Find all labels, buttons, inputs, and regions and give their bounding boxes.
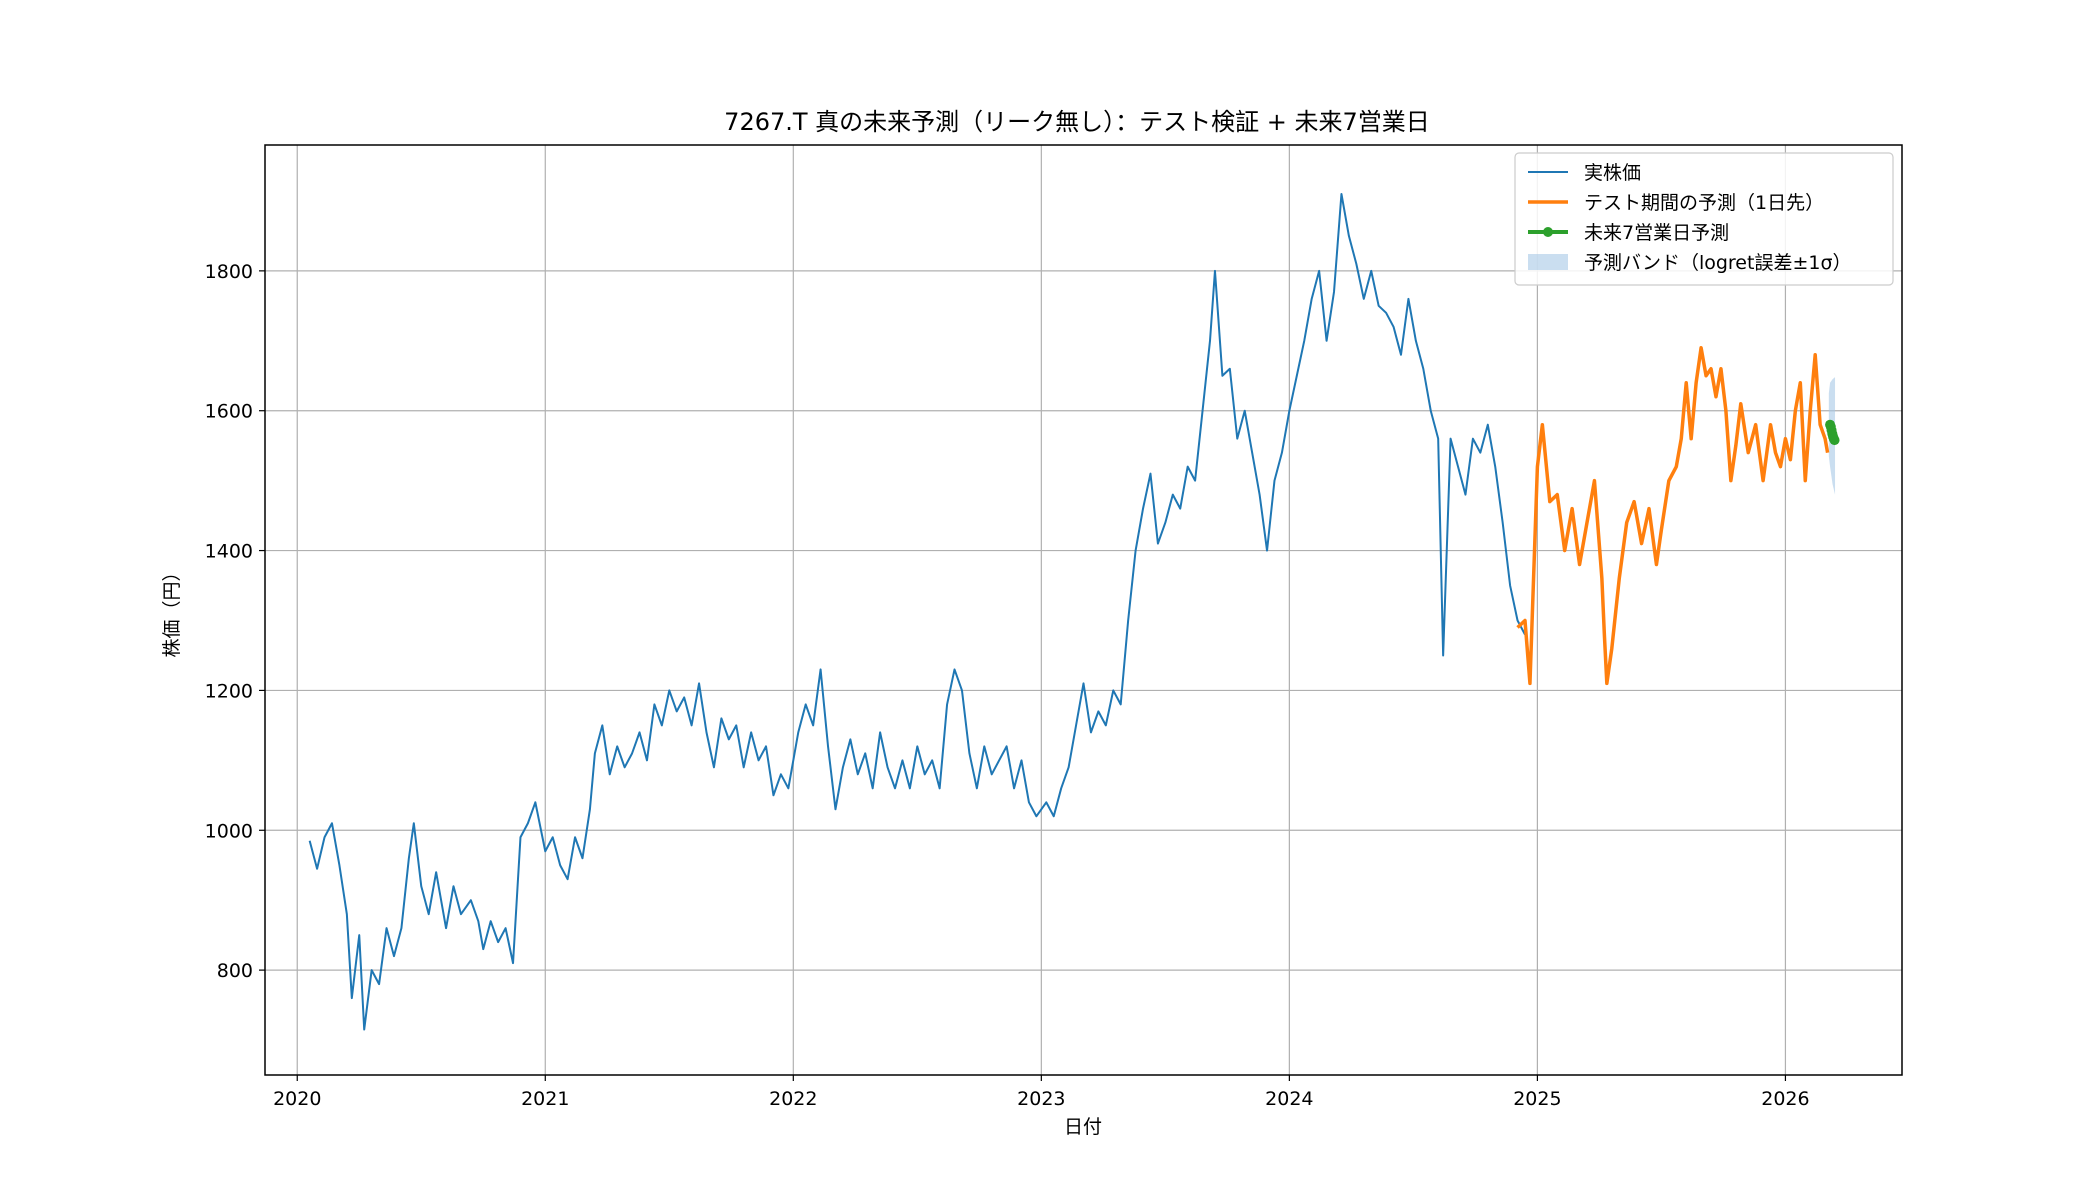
x-axis-ticks: 2020 2021 2022 2023 2024 2025 2026 [273,1075,1810,1110]
legend-box [1514,152,1894,286]
legend-label: テスト期間の予測（1日先） [1584,192,1824,214]
x-tick-label: 2026 [1761,1088,1809,1110]
y-tick-label: 1200 [205,680,253,702]
plot-background [265,145,1902,1075]
legend-marker [1543,227,1553,237]
legend-swatch [1528,254,1568,270]
grid-layer [265,145,1902,1075]
series-layer [308,192,1840,1031]
x-tick-label: 2021 [521,1088,569,1110]
x-tick-label: 2022 [769,1088,817,1110]
x-axis-label: 日付 [1064,1116,1102,1138]
x-tick-label: 2024 [1265,1088,1313,1110]
y-tick-label: 1800 [205,261,253,283]
legend-label: 予測バンド（logret誤差±1σ） [1584,252,1852,274]
future-forecast-point [1829,435,1840,446]
test-prediction-line [1516,346,1830,686]
y-tick-label: 1000 [205,820,253,842]
y-tick-label: 1400 [205,541,253,563]
legend-label: 未来7営業日予測 [1584,222,1729,244]
y-axis-ticks: 800 1000 1200 1400 1600 1800 [205,261,265,982]
x-tick-label: 2020 [273,1088,321,1110]
x-tick-label: 2025 [1513,1088,1561,1110]
legend-label: 実株価 [1584,162,1641,184]
chart-title: 7267.T 真の未来予測（リーク無し）：テスト検証 + 未来7営業日 [724,108,1430,136]
y-axis-label: 株価（円） [161,562,183,657]
plot-frame [264,144,1903,1076]
y-tick-label: 800 [217,960,253,982]
y-tick-label: 1600 [205,401,253,423]
x-tick-label: 2023 [1017,1088,1065,1110]
actual-price-line [308,192,1526,1031]
plot-area [264,144,1903,1076]
